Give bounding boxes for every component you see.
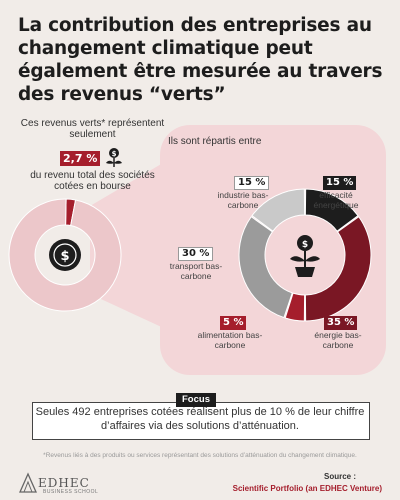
source-label: Source : — [324, 472, 357, 481]
focus-tag: Focus — [176, 393, 216, 407]
plant-coin-icon-large: $ — [290, 235, 320, 277]
edhec-logo-text: EDHEC — [38, 476, 90, 490]
slice-label-efficacite: efficacité énergétique — [313, 190, 359, 210]
left-intro: Ces revenus verts* représentent seulemen… — [20, 118, 165, 140]
left-outro: du revenu total des sociétés cotées en b… — [30, 170, 155, 192]
slice-label-alimentation-pct: 5 % — [220, 316, 247, 330]
slice-label-industrie-pct: 15 % — [234, 176, 270, 190]
slice-label-industrie: industrie bas-carbone — [217, 190, 269, 210]
donut-slice-transport-bas-carbone — [238, 216, 293, 319]
svg-text:$: $ — [112, 150, 117, 158]
svg-text:$: $ — [302, 240, 308, 250]
footnote: *Revenus liés à des produits ou services… — [43, 452, 357, 459]
left-donut: $ — [8, 198, 122, 312]
svg-text:$: $ — [60, 249, 69, 264]
right-donut: $ — [238, 188, 372, 322]
panel-title: Ils sont répartis entre — [168, 136, 262, 147]
slice-label-transport: transport bas-carbone — [169, 261, 223, 281]
focus-box — [32, 402, 370, 440]
donut-slice-autres-revenus — [8, 198, 122, 312]
edhec-logo-sub: BUSINESS SCHOOL — [43, 489, 99, 495]
donut-slice-alimentation-bas-carbone — [284, 292, 306, 322]
donut-slice--nergie-bas-carbone — [304, 216, 372, 322]
slice-label-alimentation: alimentation bas-carbone — [197, 330, 263, 350]
page-title: La contribution des entreprises au chang… — [18, 15, 383, 105]
donut-slice-industrie-bas-carbone — [251, 188, 306, 232]
slice-label-energie: énergie bas-carbone — [314, 330, 362, 350]
donut-slice-efficacit-nerg-tique — [304, 188, 359, 232]
focus-text: Seules 492 entreprises cotées réalisent … — [35, 406, 365, 432]
edhec-logo-icon — [18, 472, 38, 493]
source-text: Scientific Portfolio (an EDHEC Venture) — [232, 484, 382, 493]
slice-label-energie-pct: 35 % — [324, 316, 358, 330]
plant-coin-icon: $ — [106, 148, 122, 167]
green-revenue-percent: 2,7 % — [60, 151, 101, 166]
slice-label-efficacite-pct: 15 % — [323, 176, 357, 190]
slice-label-transport-pct: 30 % — [178, 247, 214, 261]
